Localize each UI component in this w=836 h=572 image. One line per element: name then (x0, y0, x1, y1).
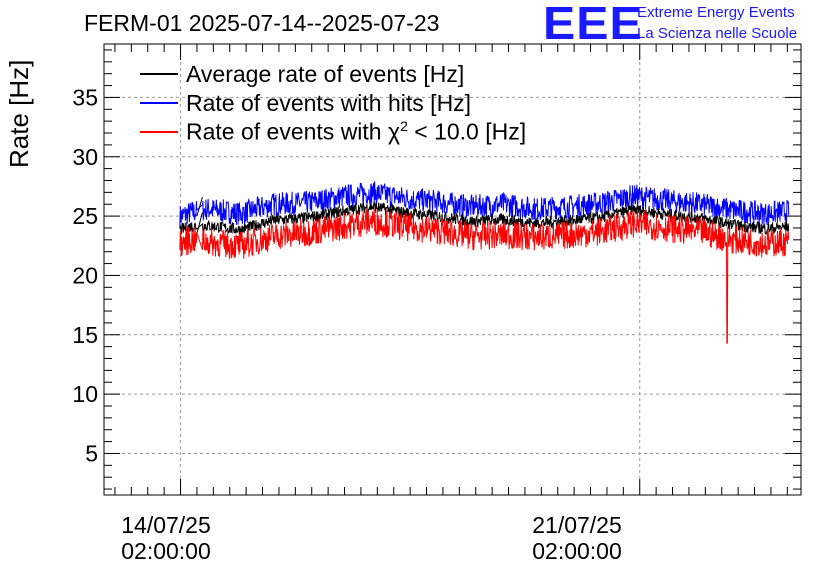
grid-lines (104, 44, 801, 495)
logo-text-line1: Extreme Energy Events (637, 4, 795, 21)
y-tick-label: 15 (72, 322, 98, 348)
y-tick-label: 25 (72, 203, 98, 229)
series-line-average (179, 201, 790, 236)
logo-text-line2: La Scienza nelle Scuole (637, 25, 798, 42)
y-tick-label: 35 (72, 84, 98, 110)
y-tick-label: 20 (72, 262, 98, 288)
axis-ticks (104, 44, 801, 495)
series-layer (179, 181, 790, 344)
legend-entry-chi2: Rate of events with χ2 < 10.0 [Hz] (140, 118, 526, 146)
legend-swatch-blue (140, 102, 178, 104)
y-tick-label: 5 (85, 440, 98, 466)
y-tick-label: 30 (72, 144, 98, 170)
x-tick-label-1: 14/07/25 02:00:00 (121, 512, 211, 564)
y-tick-label: 10 (72, 381, 98, 407)
series-line-hits (179, 181, 790, 229)
series-line-chi2 (179, 208, 790, 344)
y-tick-labels: 5 10 15 20 25 30 35 (72, 84, 98, 466)
plot-frame (103, 43, 802, 496)
x-tick-label-2: 21/07/25 02:00:00 (532, 512, 622, 564)
gap-connector-line (196, 196, 203, 217)
eee-logo-icon: EEE (543, 0, 643, 49)
legend-swatch-red (140, 131, 178, 133)
gap-connector-line (196, 212, 203, 234)
legend-label: Rate of events with hits [Hz] (186, 89, 472, 116)
legend-entry-hits: Rate of events with hits [Hz] (140, 89, 471, 117)
legend-entry-average: Average rate of events [Hz] (140, 60, 464, 88)
legend-label: Average rate of events [Hz] (186, 60, 465, 87)
legend-label-chi2: Rate of events with χ2 < 10.0 [Hz] (186, 118, 527, 145)
legend-swatch-black (140, 73, 178, 75)
chart-title: FERM-01 2025-07-14--2025-07-23 (84, 10, 440, 36)
y-axis-label: Rate [Hz] (4, 59, 34, 168)
